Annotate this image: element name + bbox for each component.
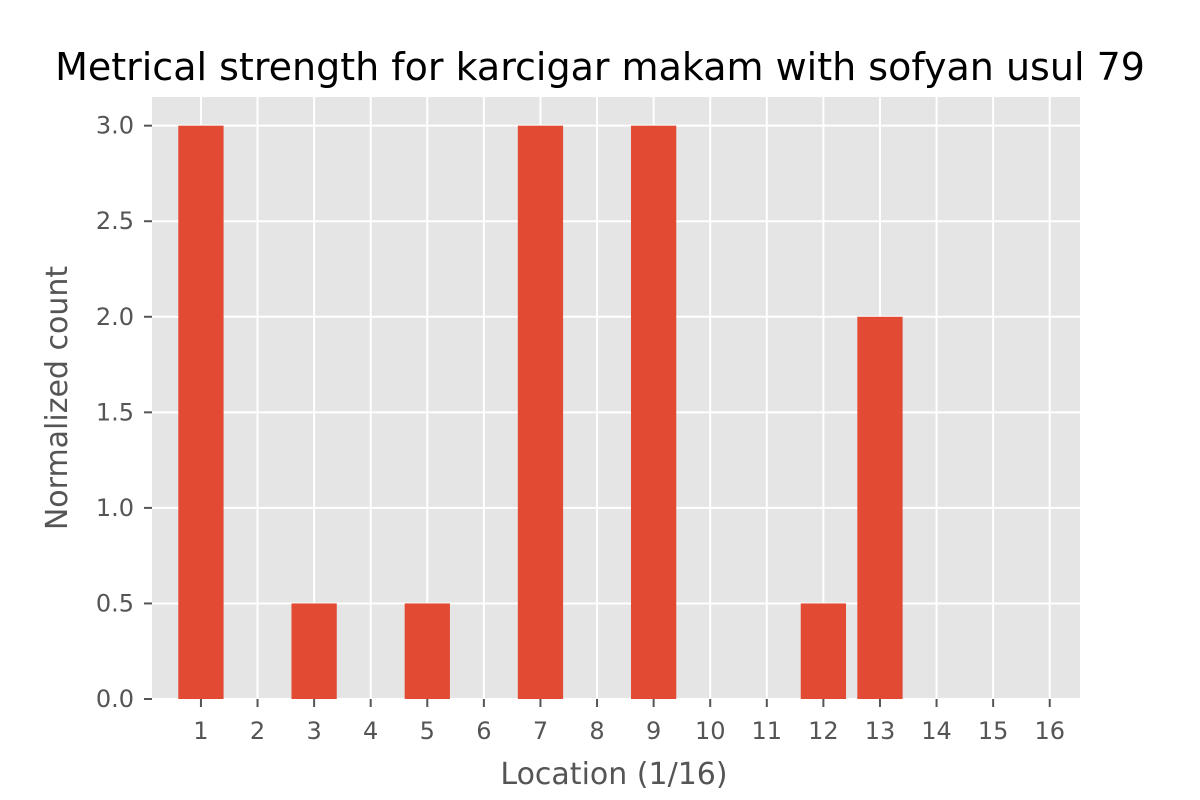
x-axis-ticks: 1 2 3 4 5 6 7 8 9 10 11 12 13 14 15 16 [193, 699, 1065, 745]
y-tick-label: 2.5 [96, 207, 134, 235]
x-axis-label: Location (1/16) [500, 757, 727, 792]
x-tick-label: 3 [306, 717, 321, 745]
x-tick-label: 15 [978, 717, 1009, 745]
x-tick-label: 10 [695, 717, 726, 745]
bar-location-7 [517, 125, 564, 699]
bar-location-13 [857, 316, 903, 699]
x-tick-label: 14 [921, 717, 952, 745]
x-tick-label: 13 [865, 717, 896, 745]
y-tick-label: 2.0 [96, 303, 134, 331]
y-tick-label: 0.0 [96, 685, 134, 713]
x-tick-label: 6 [476, 717, 491, 745]
x-tick-label: 11 [752, 717, 783, 745]
x-tick-label: 2 [250, 717, 265, 745]
x-tick-label: 5 [420, 717, 435, 745]
bar-location-5 [404, 603, 450, 699]
bar-series [178, 125, 903, 699]
bar-location-9 [630, 125, 677, 699]
bar-location-12 [800, 603, 847, 699]
chart-title: Metrical strength for karcigar makam wit… [55, 45, 1145, 89]
y-tick-label: 3.0 [96, 112, 134, 140]
y-tick-label: 1.0 [96, 494, 134, 522]
x-tick-label: 1 [193, 717, 208, 745]
y-axis-label: Normalized count [40, 266, 75, 531]
bar-location-3 [291, 603, 337, 699]
x-tick-label: 8 [589, 717, 604, 745]
plot-area [152, 97, 1080, 699]
x-tick-label: 12 [808, 717, 839, 745]
y-tick-label: 1.5 [96, 398, 134, 426]
y-tick-label: 0.5 [96, 589, 134, 617]
bar-location-1 [178, 125, 224, 699]
x-tick-label: 4 [363, 717, 378, 745]
y-axis-ticks: 0.0 0.5 1.0 1.5 2.0 2.5 3.0 [96, 112, 152, 713]
x-tick-label: 7 [533, 717, 548, 745]
x-tick-label: 16 [1034, 717, 1065, 745]
x-tick-label: 9 [646, 717, 661, 745]
